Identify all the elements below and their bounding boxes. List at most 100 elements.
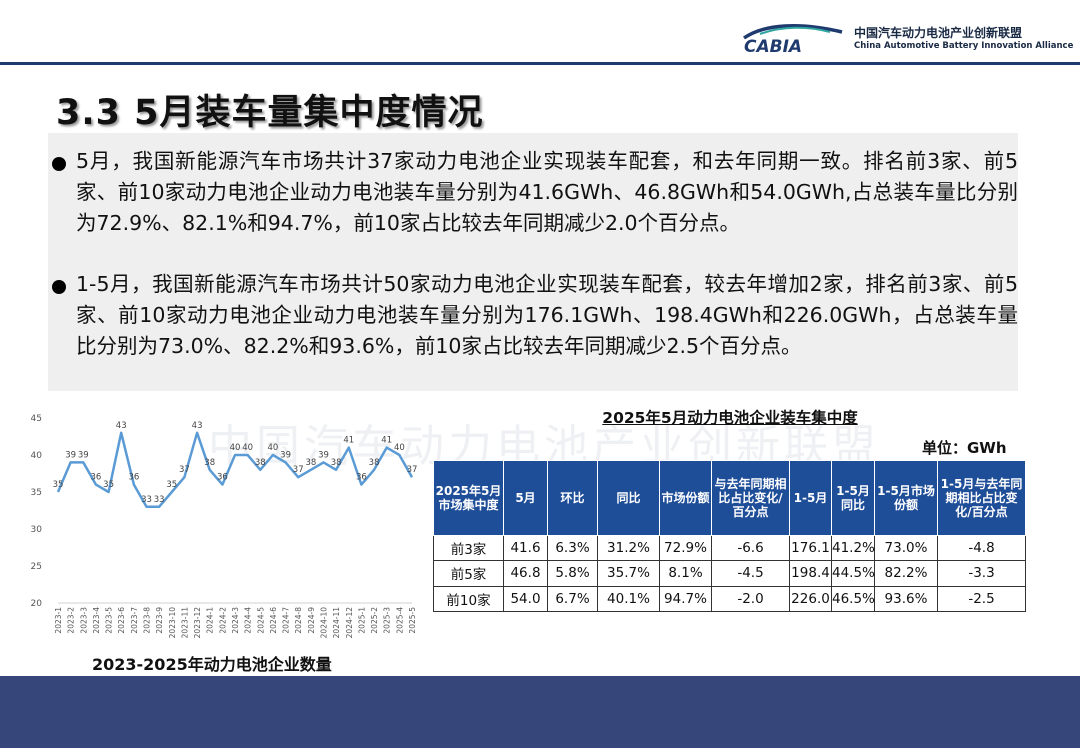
table-cell: -2.0 (711, 585, 790, 613)
x-tick-label: 2024-4 (244, 607, 253, 634)
x-tick-label: 2023-5 (105, 607, 114, 634)
svg-text:CABIA: CABIA (744, 37, 802, 54)
x-tick-label: 2023-6 (117, 607, 126, 634)
data-label: 38 (331, 458, 342, 468)
header-cell: 环比 (547, 460, 598, 536)
data-label: 38 (255, 458, 266, 468)
table-cell: 前3家 (433, 534, 504, 562)
x-tick-label: 2024-12 (345, 607, 354, 639)
y-tick-label: 20 (31, 599, 43, 609)
series-line (56, 431, 414, 509)
table-cell: -6.6 (711, 534, 790, 562)
table-row: 前3家 41.6 6.3% 31.2% 72.9% -6.6 176.1 41.… (433, 534, 1026, 562)
x-tick-label: 2023-3 (79, 607, 88, 634)
y-tick-label: 25 (31, 562, 42, 572)
data-label: 39 (280, 450, 291, 460)
x-tick-label: 2023-10 (168, 607, 177, 639)
table-cell: 226.0 (789, 585, 832, 613)
table-row: 前5家 46.8 5.8% 35.7% 8.1% -4.5 198.4 44.5… (433, 560, 1026, 587)
header-divider (0, 62, 1080, 65)
table-cell: 93.6% (874, 585, 938, 613)
table-row: 前10家 54.0 6.7% 40.1% 94.7% -2.0 226.0 46… (433, 585, 1026, 613)
data-label: 35 (166, 480, 177, 490)
y-tick-label: 45 (31, 414, 42, 424)
summary-box: 5月，我国新能源汽车市场共计37家动力电池企业实现装车配套，和去年同期一致。排名… (48, 133, 1018, 391)
x-tick-label: 2023-4 (92, 607, 101, 634)
table-cell: -2.5 (937, 585, 1026, 613)
data-label: 39 (65, 450, 76, 460)
x-tick-label: 2025-3 (383, 607, 392, 634)
x-tick-label: 2025-5 (408, 607, 417, 634)
data-label: 36 (91, 473, 102, 483)
x-tick-label: 2023-1 (54, 607, 63, 634)
y-tick-label: 40 (31, 451, 43, 461)
header-cell: 与去年同期相比占比变化/百分点 (711, 460, 790, 536)
concentration-table: 2025年5月市场集中度 5月 环比 同比 市场份额 与去年同期相比占比变化/百… (433, 460, 1026, 613)
x-tick-label: 2025-4 (395, 607, 404, 634)
x-tick-label: 2024-11 (332, 607, 341, 639)
table-cell: 72.9% (659, 534, 712, 562)
data-label: 38 (369, 458, 380, 468)
bullet-dot-icon (52, 280, 66, 294)
data-label: 33 (154, 495, 165, 505)
table-cell: 前10家 (433, 585, 504, 613)
header-cell: 1-5月同比 (831, 460, 875, 536)
x-tick-label: 2024-10 (320, 607, 329, 639)
bullet-text: 1-5月，我国新能源汽车市场共计50家动力电池企业实现装车配套，较去年增加2家，… (76, 272, 1018, 358)
header-cell: 1-5月市场份额 (874, 460, 938, 536)
data-label: 36 (128, 473, 139, 483)
chart-title: 2023-2025年动力电池企业数量 (92, 655, 332, 674)
header-cell: 1-5月 (789, 460, 832, 536)
x-tick-label: 2023-2 (67, 607, 76, 634)
x-tick-label: 2025-1 (357, 607, 366, 634)
table-cell: 46.5% (831, 585, 875, 613)
x-tick-label: 2023-7 (130, 607, 139, 634)
header-cell: 同比 (597, 460, 660, 536)
unit-label: 单位：GWh (922, 439, 1007, 457)
x-tick-label: 2024-6 (269, 607, 278, 634)
table-cell: 41.2% (831, 534, 875, 562)
data-label: 37 (293, 465, 304, 475)
data-label: 36 (356, 473, 367, 483)
data-label: 40 (230, 443, 241, 453)
data-label: 39 (318, 450, 329, 460)
car-logo-icon: CABIA (742, 24, 843, 54)
header-cell: 2025年5月市场集中度 (433, 460, 504, 536)
x-tick-label: 2024-2 (218, 607, 227, 634)
data-label: 43 (192, 421, 203, 431)
table-cell: -4.5 (711, 560, 790, 587)
table-header-row: 2025年5月市场集中度 5月 环比 同比 市场份额 与去年同期相比占比变化/百… (433, 460, 1026, 536)
data-label: 33 (141, 495, 152, 505)
header-cell: 市场份额 (659, 460, 712, 536)
table-cell: 176.1 (789, 534, 832, 562)
data-label: 35 (53, 480, 64, 490)
data-label: 43 (116, 421, 127, 431)
data-label: 38 (305, 458, 316, 468)
table-title: 2025年5月动力电池企业装车集中度 (602, 409, 858, 427)
table-cell: 44.5% (831, 560, 875, 587)
table-cell: 35.7% (597, 560, 660, 587)
table-cell: 41.6 (503, 534, 548, 562)
table-cell: 54.0 (503, 585, 548, 613)
table-cell: 94.7% (659, 585, 712, 613)
cabia-logo: CABIA 中国汽车动力电池产业创新联盟 China Automotive Ba… (738, 20, 1073, 56)
page-title: 3.3 5月装车量集中度情况 (56, 93, 484, 133)
y-tick-label: 35 (31, 488, 42, 498)
data-label: 35 (103, 480, 114, 490)
table-cell: 前5家 (433, 560, 504, 587)
table-cell: 46.8 (503, 560, 548, 587)
table-cell: 8.1% (659, 560, 712, 587)
line-chart: 20 25 30 35 40 45 2023-1 2023-2 2023-3 2023-4 2023… (31, 414, 418, 639)
data-label: 37 (407, 465, 418, 475)
x-tick-label: 2024-8 (294, 607, 303, 634)
x-tick-label: 2024-1 (206, 607, 215, 634)
table-cell: 6.7% (547, 585, 598, 613)
x-tick-label: 2024-3 (231, 607, 240, 634)
x-tick-label: 2024-5 (256, 607, 265, 634)
table-cell: 198.4 (789, 560, 832, 587)
table-cell: -4.8 (937, 534, 1026, 562)
x-tick-label: 2023-8 (143, 607, 152, 634)
data-label: 41 (343, 436, 354, 446)
table-cell: 6.3% (547, 534, 598, 562)
y-tick-label: 30 (31, 525, 43, 535)
